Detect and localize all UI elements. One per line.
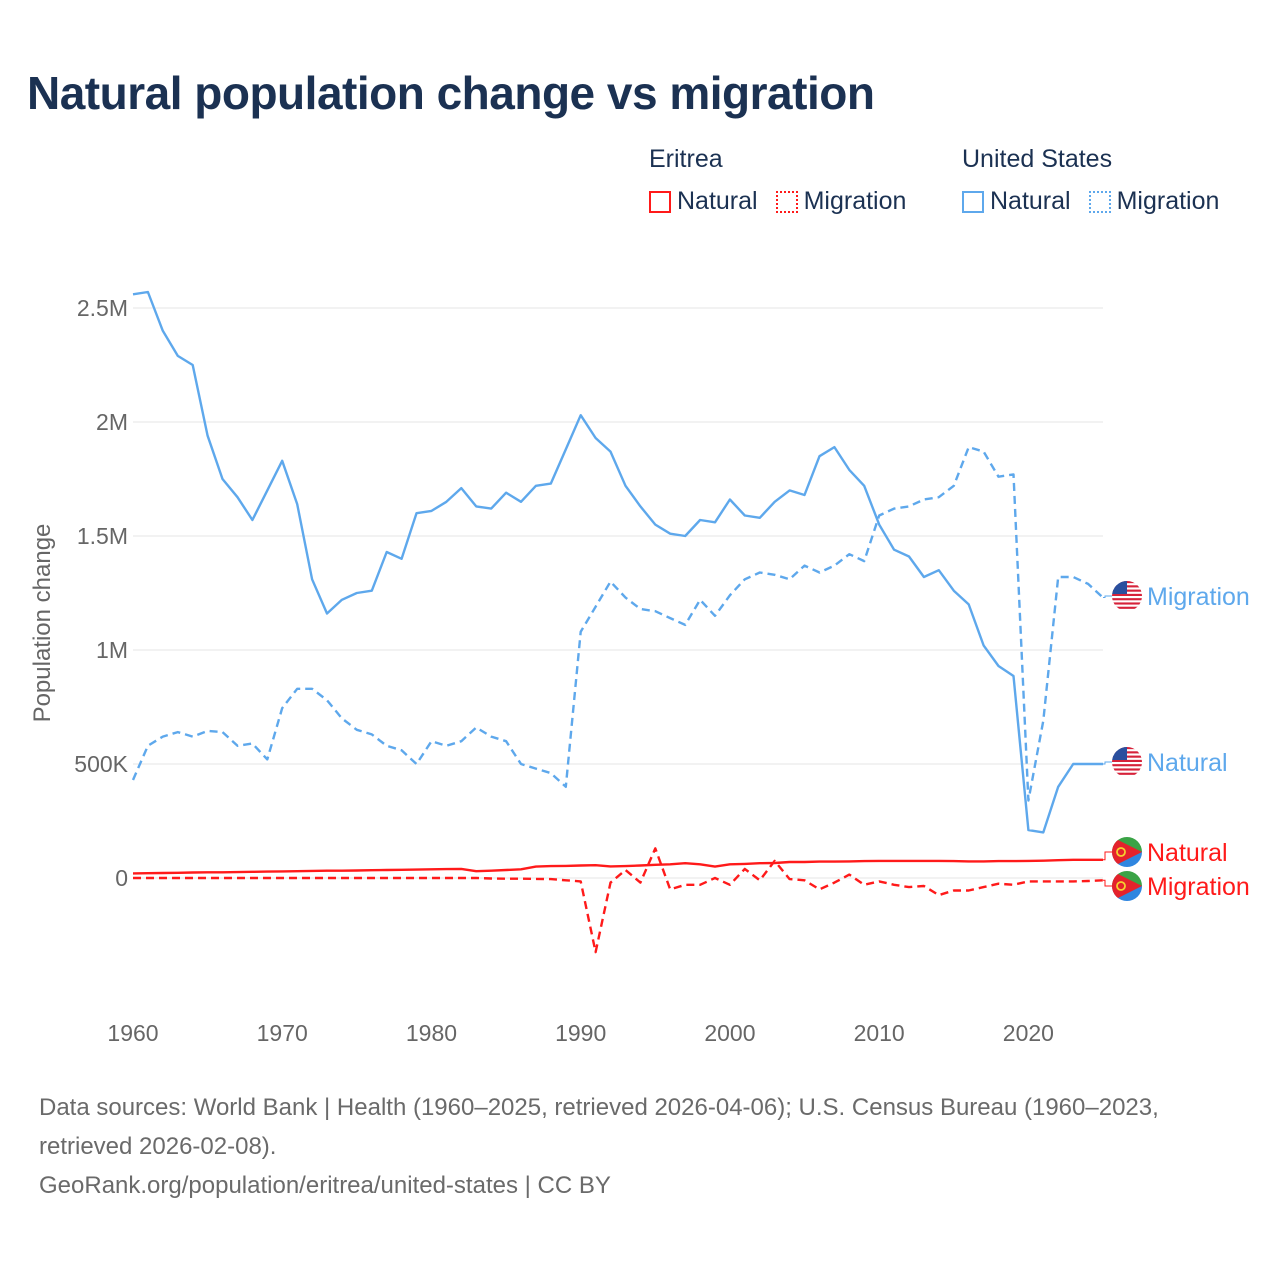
label-connector [1103,595,1112,599]
data-sources: Data sources: World Bank | Health (1960–… [39,1094,1159,1160]
source-link[interactable]: GeoRank.org/population/eritrea/united-st… [39,1172,611,1199]
flag-red [1112,871,1142,901]
legend-label: Migration [1116,187,1220,215]
label-connector [1103,761,1112,765]
x-tick-label: 2010 [854,1020,905,1046]
legend-group-united-states: United States Natural Migration [962,145,1219,216]
footer: Data sources: World Bank | Health (1960–… [39,1088,1249,1205]
legend-group-title: Eritrea [649,145,723,173]
flag-clip [1112,581,1142,609]
line-chart: 0 500K 1M 1.5M 2M 2.5M 1960 1970 1980 1990 2000 20… [29,290,1250,1046]
series-lines [131,290,1112,954]
y-tick-label: 1.5M [77,523,128,549]
flag-emblem [1116,847,1126,857]
series-end-label: Migration [1147,583,1250,611]
x-tick-label: 1970 [257,1020,308,1046]
x-tick-label: 1960 [107,1020,158,1046]
x-tick-label: 1980 [406,1020,457,1046]
legend-swatch-dotted [775,190,798,213]
x-tick-label: 1990 [555,1020,606,1046]
flag-canton [1112,581,1127,594]
chart-title: Natural population change vs migration [27,67,875,119]
legend-label: Natural [990,187,1071,215]
y-tick-label: 2M [96,409,128,435]
legend-swatch-dotted [1088,190,1111,213]
united-states-natural-line [132,290,1103,834]
eritrea-flag-icon [1112,837,1142,867]
flag-red [1112,837,1142,867]
flag-stripe [1112,598,1142,601]
x-tick-label: 2020 [1003,1020,1054,1046]
end-labels: Natural Migration Natural Migration [1112,581,1250,901]
flag-clip [1112,837,1142,867]
legend-label: Migration [803,187,907,215]
flag-stripe [1112,759,1142,762]
series-end-label: Migration [1147,873,1250,901]
legend-label: Natural [677,187,758,215]
legend-item-us-migration[interactable]: Migration [1088,187,1220,216]
united-states-migration-line [131,445,1104,802]
legend-swatch-solid [649,190,671,213]
us-flag-icon [1112,581,1142,609]
eritrea-migration-line [133,847,1104,954]
y-tick-label: 500K [74,751,128,777]
flag-emblem [1116,881,1126,891]
series-end-label: Natural [1147,839,1228,867]
y-tick-label: 0 [115,865,128,891]
flag-stripe [1112,764,1142,767]
flag-canton [1112,747,1127,760]
label-connector [1103,879,1112,887]
series-end-label: Natural [1147,749,1228,777]
legend-group-title: United States [962,145,1113,173]
y-tick-label: 1M [96,637,128,663]
flag-stripe [1112,593,1142,596]
x-axis-ticks: 1960 1970 1980 1990 2000 2010 2020 [107,1020,1054,1046]
legend-swatch-solid [962,190,984,213]
x-tick-label: 2000 [704,1020,755,1046]
eritrea-natural-line [132,858,1103,875]
legend-item-eritrea-migration[interactable]: Migration [775,187,907,216]
legend-item-us-natural[interactable]: Natural [962,187,1071,216]
us-flag-icon [1112,747,1142,775]
eritrea-flag-icon [1112,871,1142,901]
flag-clip [1112,747,1142,775]
legend-item-eritrea-natural[interactable]: Natural [649,187,758,216]
flag-stripe [1112,768,1142,771]
y-axis-label: Population change [29,524,56,723]
flag-stripe [1112,772,1142,775]
flag-stripe [1112,602,1142,605]
label-connector [1103,851,1112,861]
y-axis-ticks: 0 500K 1M 1.5M 2M 2.5M [74,295,128,891]
flag-clip [1112,871,1142,901]
flag-stripe [1112,606,1142,609]
legend-group-eritrea: Eritrea Natural Migration [649,145,906,216]
y-tick-label: 2.5M [77,295,128,321]
